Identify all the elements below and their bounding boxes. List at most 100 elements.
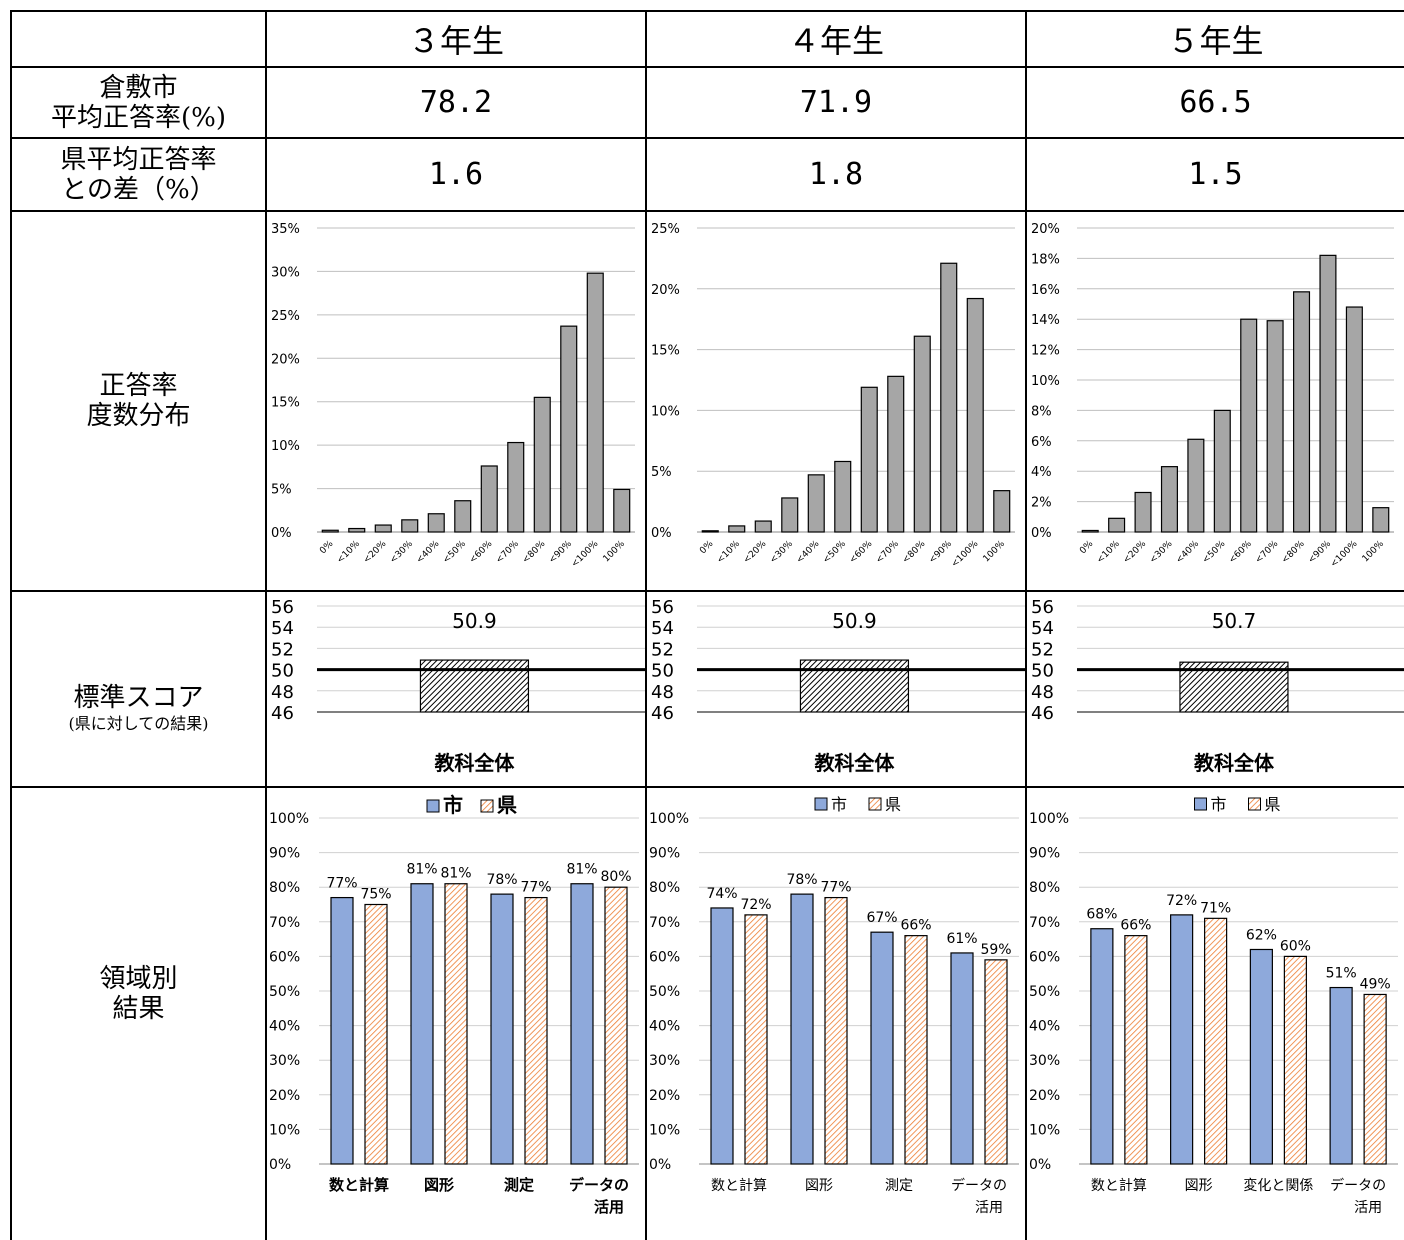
y-tick-label: 52	[271, 639, 294, 660]
city-value-label: 68%	[1086, 907, 1117, 923]
prefecture-bar	[1124, 935, 1148, 1165]
score-value-label: 50.9	[832, 609, 877, 633]
y-tick-label: 60%	[269, 949, 300, 965]
histogram-bar	[427, 513, 445, 533]
area-results-chart-grade-3: 0%10%20%30%40%50%60%70%80%90%100%市 県77%75…	[269, 793, 639, 1216]
x-tick-label: <20%	[1122, 539, 1149, 566]
x-tick-label: 100%	[982, 539, 1008, 565]
row-label-standard-score-line1: 標準スコア	[73, 683, 204, 713]
prefecture-bar	[1204, 917, 1228, 1165]
average-grade-5: 66.5	[1179, 85, 1252, 120]
y-tick-label: 50	[271, 661, 294, 682]
y-tick-label: 15%	[271, 396, 300, 411]
legend-swatch-prefecture	[868, 797, 882, 811]
y-tick-label: 14%	[1031, 313, 1060, 328]
histogram-bar	[1293, 291, 1311, 533]
legend-swatch-city	[1194, 797, 1207, 811]
y-tick-label: 50%	[1029, 984, 1060, 1000]
category-label: 図形	[1185, 1178, 1213, 1194]
row-label-area-results-line1: 領域別	[99, 964, 178, 994]
category-label: 教科全体	[434, 751, 515, 775]
y-tick-label: 70%	[269, 915, 300, 931]
prefecture-value-label: 49%	[1360, 976, 1391, 992]
x-tick-label: <30%	[768, 539, 795, 566]
y-tick-label: 30%	[649, 1053, 680, 1069]
y-tick-label: 70%	[649, 915, 680, 931]
y-tick-label: 20%	[651, 283, 680, 298]
prefecture-value-label: 60%	[1280, 938, 1311, 954]
histogram-bar	[401, 519, 419, 533]
category-label: 教科全体	[1194, 751, 1275, 775]
score-bar	[799, 659, 910, 713]
prefecture-bar	[1283, 955, 1307, 1165]
histogram-bar	[348, 527, 366, 533]
score-value-label: 50.7	[1212, 609, 1257, 633]
city-value-label: 72%	[1166, 893, 1197, 909]
histogram-bar	[533, 396, 551, 533]
histogram-bar	[834, 460, 852, 533]
header-grade-3: ３年生	[407, 22, 504, 60]
legend-swatch-city	[426, 799, 440, 813]
x-tick-label: 0%	[1078, 539, 1095, 556]
histogram-bar	[701, 530, 719, 533]
x-tick-label: <40%	[795, 539, 822, 566]
y-tick-label: 60%	[649, 949, 680, 965]
city-bar	[1170, 914, 1194, 1165]
prefecture-bar	[444, 883, 468, 1165]
y-tick-label: 25%	[271, 309, 300, 324]
category-label: 図形	[424, 1176, 454, 1194]
y-tick-label: 90%	[1029, 846, 1060, 862]
x-tick-label: <10%	[715, 539, 742, 566]
row-label-distribution-line2: 度数分布	[86, 401, 191, 431]
x-tick-label: <80%	[901, 539, 928, 566]
x-tick-label: <100%	[1329, 539, 1360, 570]
y-tick-label: 6%	[1031, 435, 1052, 450]
prefecture-bar	[744, 914, 768, 1165]
prefecture-value-label: 77%	[520, 880, 551, 896]
city-value-label: 81%	[566, 862, 597, 878]
prefecture-value-label: 66%	[900, 918, 931, 934]
legend-label-city: 市	[443, 793, 463, 817]
city-value-label: 61%	[946, 931, 977, 947]
x-tick-label: <60%	[1227, 539, 1254, 566]
category-label: 活用	[975, 1200, 1003, 1216]
area-results-chart-grade-5: 0% 10% 20% 30% 40% 50% 60% 70% 80% 90% 100% 市 県 68%66…	[1029, 795, 1398, 1216]
area-results-chart-grade-4: 0% 10% 20% 30% 40% 50% 60% 70% 80% 90% 100% 市 県 74%72…	[649, 795, 1019, 1216]
y-tick-label: 10%	[1029, 1122, 1060, 1138]
y-tick-label: 54	[651, 618, 674, 639]
y-tick-label: 100%	[269, 811, 309, 827]
x-tick-label: <40%	[1174, 539, 1201, 566]
category-label: 活用	[1354, 1200, 1382, 1216]
y-tick-label: 10%	[649, 1122, 680, 1138]
x-tick-label: <100%	[570, 539, 601, 570]
y-tick-label: 0%	[1029, 1157, 1051, 1173]
prefecture-value-label: 59%	[980, 942, 1011, 958]
y-tick-label: 0%	[649, 1157, 671, 1173]
category-label: データの	[951, 1177, 1007, 1194]
y-tick-label: 0%	[269, 1157, 291, 1173]
y-tick-label: 46	[1031, 703, 1054, 724]
y-tick-label: 56	[651, 597, 674, 618]
prefecture-value-label: 80%	[600, 869, 631, 885]
y-tick-label: 60%	[1029, 949, 1060, 965]
city-bar	[950, 952, 974, 1165]
legend-label-city: 市	[831, 795, 847, 814]
histogram-bar	[480, 465, 498, 533]
y-tick-label: 54	[1031, 618, 1054, 639]
y-tick-label: 5%	[651, 465, 672, 480]
prefecture-bar	[524, 896, 548, 1165]
histogram-bar	[1187, 438, 1205, 533]
histogram-bar	[807, 474, 825, 533]
x-tick-label: <20%	[742, 539, 769, 566]
histogram-bar	[860, 386, 878, 533]
row-label-average: 倉敷市 平均正答率(%)	[12, 68, 265, 137]
y-tick-label: 90%	[649, 846, 680, 862]
histogram-bar	[1134, 491, 1152, 533]
x-tick-label: 100%	[1361, 539, 1387, 565]
x-tick-label: <80%	[1280, 539, 1307, 566]
prefecture-value-label: 77%	[820, 880, 851, 896]
histogram-bar	[1266, 320, 1284, 533]
y-tick-label: 10%	[271, 439, 300, 454]
row-label-average-line1: 倉敷市	[99, 72, 178, 103]
